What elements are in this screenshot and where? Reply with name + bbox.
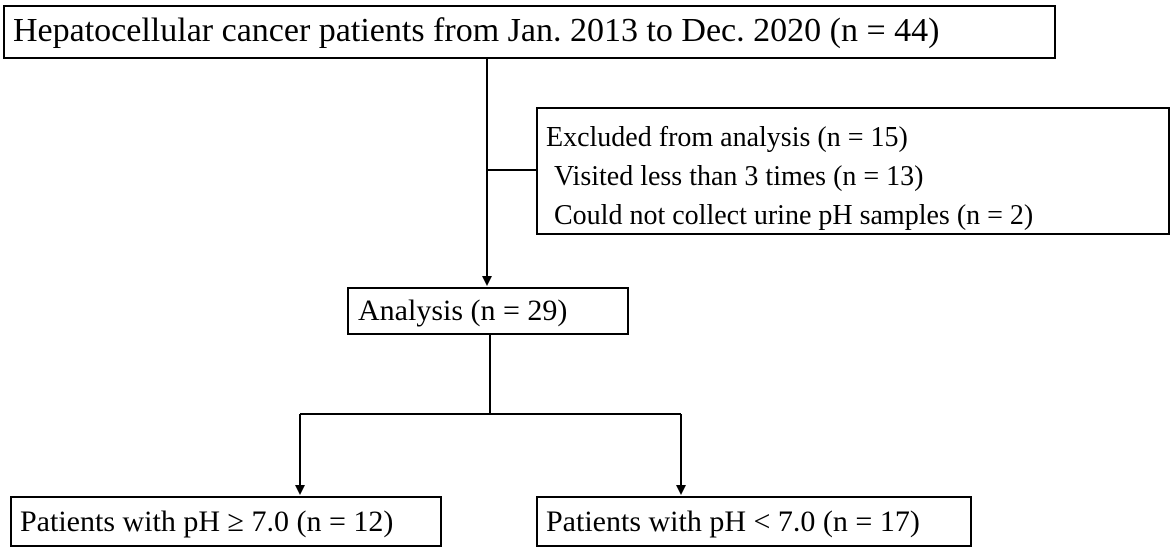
node-excluded: Excluded from analysis (n = 15) Visited … (536, 107, 1170, 235)
excluded-title: Excluded from analysis (n = 15) (546, 122, 908, 153)
node-group-ph-low-label: Patients with pH < 7.0 (n = 17) (546, 505, 920, 538)
arrowhead-group-low (676, 485, 686, 495)
node-group-ph-low: Patients with pH < 7.0 (n = 17) (536, 496, 972, 547)
node-group-ph-high: Patients with pH ≥ 7.0 (n = 12) (10, 496, 442, 547)
excluded-reason-visits: Visited less than 3 times (n = 13) (554, 161, 924, 192)
node-analysis-label: Analysis (n = 29) (358, 294, 568, 327)
node-all-patients: Hepatocellular cancer patients from Jan.… (3, 5, 1056, 59)
node-group-ph-high-label: Patients with pH ≥ 7.0 (n = 12) (20, 505, 394, 538)
node-analysis: Analysis (n = 29) (347, 287, 629, 335)
arrowhead-group-high (295, 485, 305, 495)
node-all-patients-label: Hepatocellular cancer patients from Jan.… (13, 12, 940, 49)
arrowhead-analysis (482, 276, 492, 286)
excluded-reason-urine: Could not collect urine pH samples (n = … (554, 200, 1034, 231)
